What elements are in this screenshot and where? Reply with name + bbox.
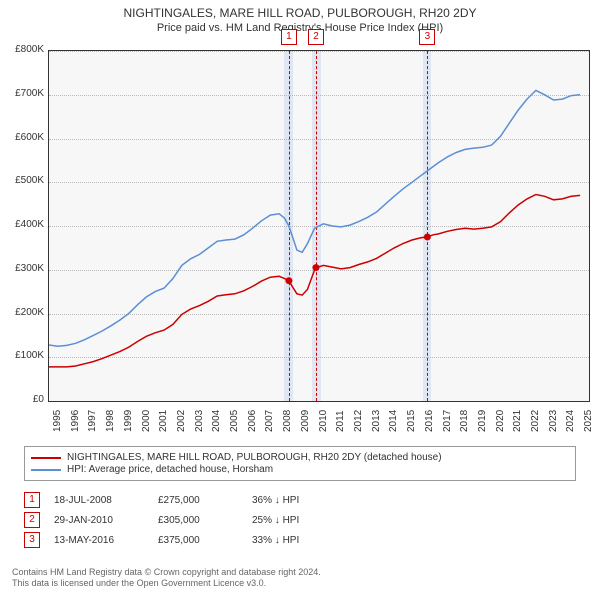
sale-date: 18-JUL-2008	[54, 495, 144, 506]
y-axis-tick-label: £400K	[0, 219, 44, 230]
y-axis-tick-label: £500K	[0, 175, 44, 186]
y-axis-tick-label: £800K	[0, 44, 44, 55]
legend-item-property: NIGHTINGALES, MARE HILL ROAD, PULBOROUGH…	[31, 452, 569, 463]
sale-marker-badge: 2	[308, 29, 324, 45]
x-axis-tick-label: 2025	[583, 410, 594, 432]
sale-marker-badge: 3	[419, 29, 435, 45]
y-axis-tick-label: £600K	[0, 132, 44, 143]
y-axis-tick-label: £100K	[0, 350, 44, 361]
x-axis-tick-label: 2006	[247, 410, 258, 432]
x-axis-tick-label: 2012	[353, 410, 364, 432]
x-axis-tick-label: 2005	[229, 410, 240, 432]
y-axis-tick-label: £700K	[0, 88, 44, 99]
sale-row: 1 18-JUL-2008 £275,000 36% ↓ HPI	[24, 490, 342, 510]
x-axis-tick-label: 2008	[282, 410, 293, 432]
x-axis-tick-label: 2016	[424, 410, 435, 432]
x-axis-tick-label: 2002	[176, 410, 187, 432]
x-axis-tick-label: 2011	[335, 410, 346, 432]
sale-date: 13-MAY-2016	[54, 535, 144, 546]
sale-date: 29-JAN-2010	[54, 515, 144, 526]
x-axis-tick-label: 2013	[371, 410, 382, 432]
x-axis-tick-label: 1997	[87, 410, 98, 432]
sale-point-dot	[285, 277, 292, 284]
sale-hpi-diff: 33% ↓ HPI	[252, 535, 342, 546]
x-axis-tick-label: 2024	[565, 410, 576, 432]
y-axis-tick-label: £300K	[0, 263, 44, 274]
sale-marker-badge: 1	[281, 29, 297, 45]
legend-label: HPI: Average price, detached house, Hors…	[67, 464, 273, 475]
x-axis-tick-label: 2020	[495, 410, 506, 432]
series-line-hpi	[49, 90, 580, 346]
sale-hpi-diff: 36% ↓ HPI	[252, 495, 342, 506]
footer-attribution: Contains HM Land Registry data © Crown c…	[12, 567, 321, 590]
sale-price: £305,000	[158, 515, 238, 526]
legend-swatch	[31, 469, 61, 471]
x-axis-tick-label: 2007	[264, 410, 275, 432]
legend-item-hpi: HPI: Average price, detached house, Hors…	[31, 464, 569, 475]
x-axis-tick-label: 1999	[123, 410, 134, 432]
sale-price: £275,000	[158, 495, 238, 506]
chart-title: NIGHTINGALES, MARE HILL ROAD, PULBOROUGH…	[0, 6, 600, 20]
sales-table: 1 18-JUL-2008 £275,000 36% ↓ HPI 2 29-JAN-201…	[24, 490, 342, 550]
chart-legend: NIGHTINGALES, MARE HILL ROAD, PULBOROUGH…	[24, 446, 576, 481]
x-axis-tick-label: 1996	[70, 410, 81, 432]
x-axis-tick-label: 2004	[211, 410, 222, 432]
sale-row-badge: 2	[24, 512, 40, 528]
legend-label: NIGHTINGALES, MARE HILL ROAD, PULBOROUGH…	[67, 452, 442, 463]
y-axis-tick-label: £0	[0, 394, 44, 405]
x-axis-tick-label: 1995	[52, 410, 63, 432]
sale-point-dot	[312, 264, 319, 271]
sale-row: 2 29-JAN-2010 £305,000 25% ↓ HPI	[24, 510, 342, 530]
x-axis-tick-label: 2014	[388, 410, 399, 432]
chart-plot-area: 123	[48, 50, 590, 402]
x-axis-tick-label: 2000	[141, 410, 152, 432]
sale-point-dot	[424, 233, 431, 240]
sale-hpi-diff: 25% ↓ HPI	[252, 515, 342, 526]
x-axis-tick-label: 2009	[300, 410, 311, 432]
x-axis-tick-label: 2023	[548, 410, 559, 432]
series-line-property	[49, 195, 580, 367]
y-axis-tick-label: £200K	[0, 307, 44, 318]
x-axis-tick-label: 1998	[105, 410, 116, 432]
x-axis-tick-label: 2010	[318, 410, 329, 432]
footer-line: This data is licensed under the Open Gov…	[12, 578, 321, 590]
chart-subtitle: Price paid vs. HM Land Registry's House …	[0, 22, 600, 34]
sale-price: £375,000	[158, 535, 238, 546]
legend-swatch	[31, 457, 61, 459]
x-axis-tick-label: 2022	[530, 410, 541, 432]
x-axis-tick-label: 2015	[406, 410, 417, 432]
x-axis-tick-label: 2003	[194, 410, 205, 432]
sale-row-badge: 1	[24, 492, 40, 508]
x-axis-tick-label: 2019	[477, 410, 488, 432]
x-axis-tick-label: 2021	[512, 410, 523, 432]
sale-row: 3 13-MAY-2016 £375,000 33% ↓ HPI	[24, 530, 342, 550]
x-axis-tick-label: 2001	[158, 410, 169, 432]
x-axis-tick-label: 2017	[442, 410, 453, 432]
sale-row-badge: 3	[24, 532, 40, 548]
x-axis-tick-label: 2018	[459, 410, 470, 432]
footer-line: Contains HM Land Registry data © Crown c…	[12, 567, 321, 579]
